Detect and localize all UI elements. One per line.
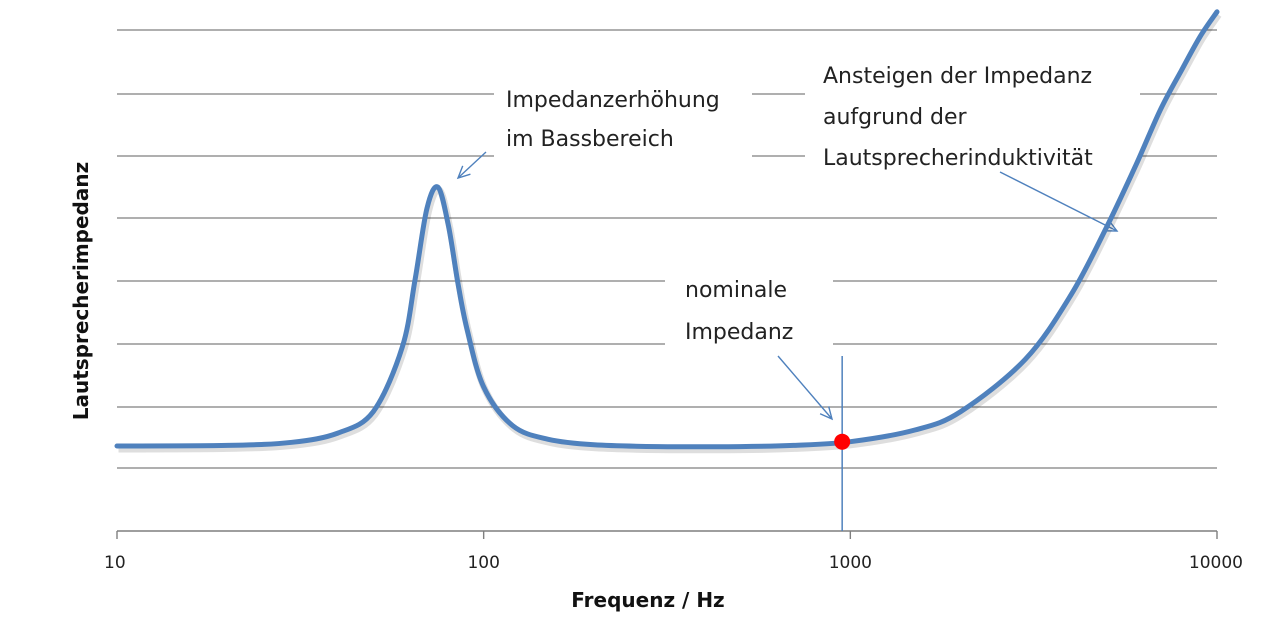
annotation-arrow-head <box>456 165 471 180</box>
annotation-text: nominale <box>685 278 787 303</box>
annotation-background <box>665 259 833 352</box>
y-axis-label: Lautsprecherimpedanz <box>69 162 93 420</box>
x-tick-label: 100 <box>467 553 499 573</box>
annotation-text: im Bassbereich <box>506 127 674 152</box>
annotation-background <box>805 42 1140 182</box>
x-tick-label: 1000 <box>829 553 872 573</box>
annotation-text: Lautsprecherinduktivität <box>823 146 1093 171</box>
annotation-text: aufgrund der <box>823 105 968 130</box>
annotations: Impedanzerhöhung im Bassbereich Ansteigen … <box>456 42 1140 421</box>
x-tick-label: 10 <box>104 553 126 573</box>
x-axis-label: Frequenz / Hz <box>571 588 724 612</box>
annotation: nominale Impedanz <box>665 259 834 421</box>
annotation: Ansteigen der Impedanz aufgrund der Lautsp… <box>805 42 1140 232</box>
annotation-text: Ansteigen der Impedanz <box>823 64 1092 89</box>
annotation: Impedanzerhöhung im Bassbereich <box>456 68 752 180</box>
annotation-arrow-head <box>1103 220 1119 232</box>
annotation-background <box>494 68 752 170</box>
annotation-arrow-line <box>777 355 833 420</box>
x-tick-label: 10000 <box>1189 553 1243 573</box>
annotation-text: Impedanz <box>685 320 793 345</box>
x-axis-ticks: 10 100 1000 10000 <box>104 531 1243 573</box>
annotation-arrow-line <box>999 171 1118 232</box>
impedance-curve <box>114 9 1220 450</box>
annotation-arrow-line <box>457 151 487 179</box>
annotation-text: Impedanzerhöhung <box>506 88 720 113</box>
annotation-arrow-head <box>819 406 834 421</box>
nominal-impedance-point <box>834 433 851 450</box>
